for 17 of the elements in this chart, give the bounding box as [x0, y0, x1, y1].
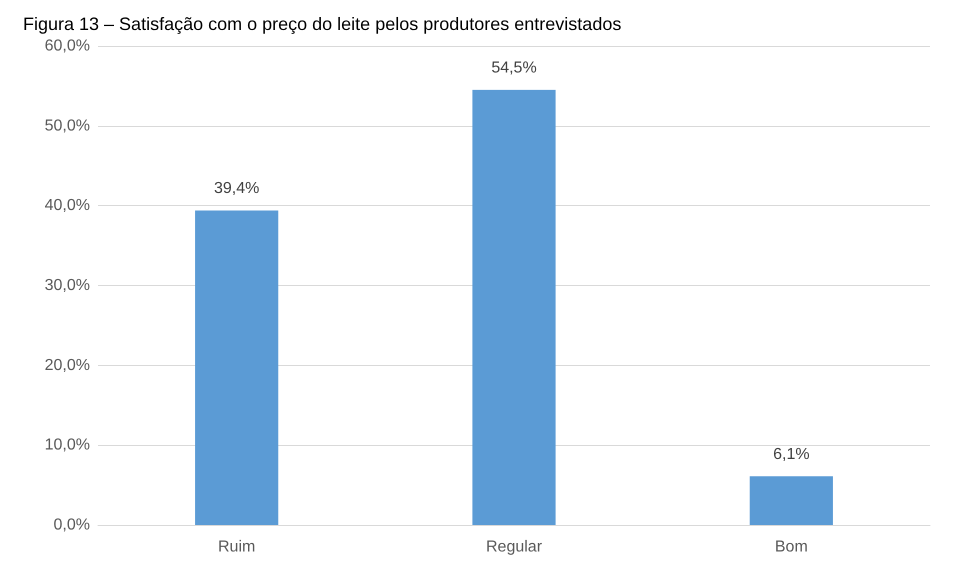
y-tick-label: 0,0%	[54, 516, 90, 534]
y-tick-label: 10,0%	[44, 436, 90, 454]
x-tick-label: Ruim	[218, 538, 256, 556]
bar	[195, 210, 278, 525]
y-tick-label: 50,0%	[44, 117, 90, 134]
chart-title: Figura 13 – Satisfação com o preço do leite pelos produtores entrevistados	[23, 14, 622, 34]
y-tick-label: 30,0%	[44, 277, 90, 294]
x-tick-label: Regular	[486, 538, 543, 556]
y-tick-label: 40,0%	[44, 197, 90, 214]
y-tick-label: 60,0%	[44, 38, 90, 54]
x-tick-label: Bom	[774, 538, 808, 556]
data-label: 6,1%	[773, 446, 810, 463]
bar	[750, 476, 833, 525]
y-tick-label: 20,0%	[44, 356, 90, 374]
bar	[472, 90, 556, 525]
data-label: 54,5%	[491, 59, 537, 76]
data-label: 39,4%	[214, 180, 260, 197]
